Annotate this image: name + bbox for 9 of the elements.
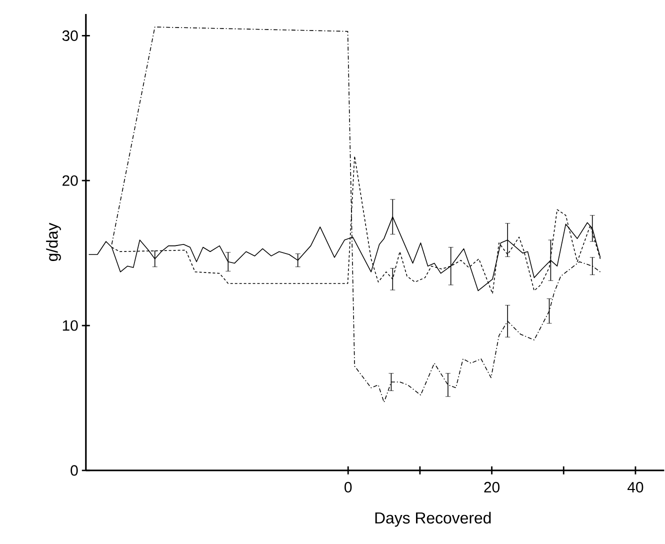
- x-tick-label: 0: [344, 482, 352, 492]
- y-tick-label: 30: [62, 30, 78, 41]
- x-axis-title: Days Recovered: [375, 512, 491, 527]
- y-tick-label: 0: [70, 464, 78, 476]
- y-tick-label: 20: [62, 175, 78, 186]
- x-tick-label: 20: [484, 482, 500, 492]
- x-tick-label: 40: [628, 482, 644, 492]
- y-tick-label: 10: [62, 320, 78, 331]
- y-axis-title: g/day: [46, 222, 61, 261]
